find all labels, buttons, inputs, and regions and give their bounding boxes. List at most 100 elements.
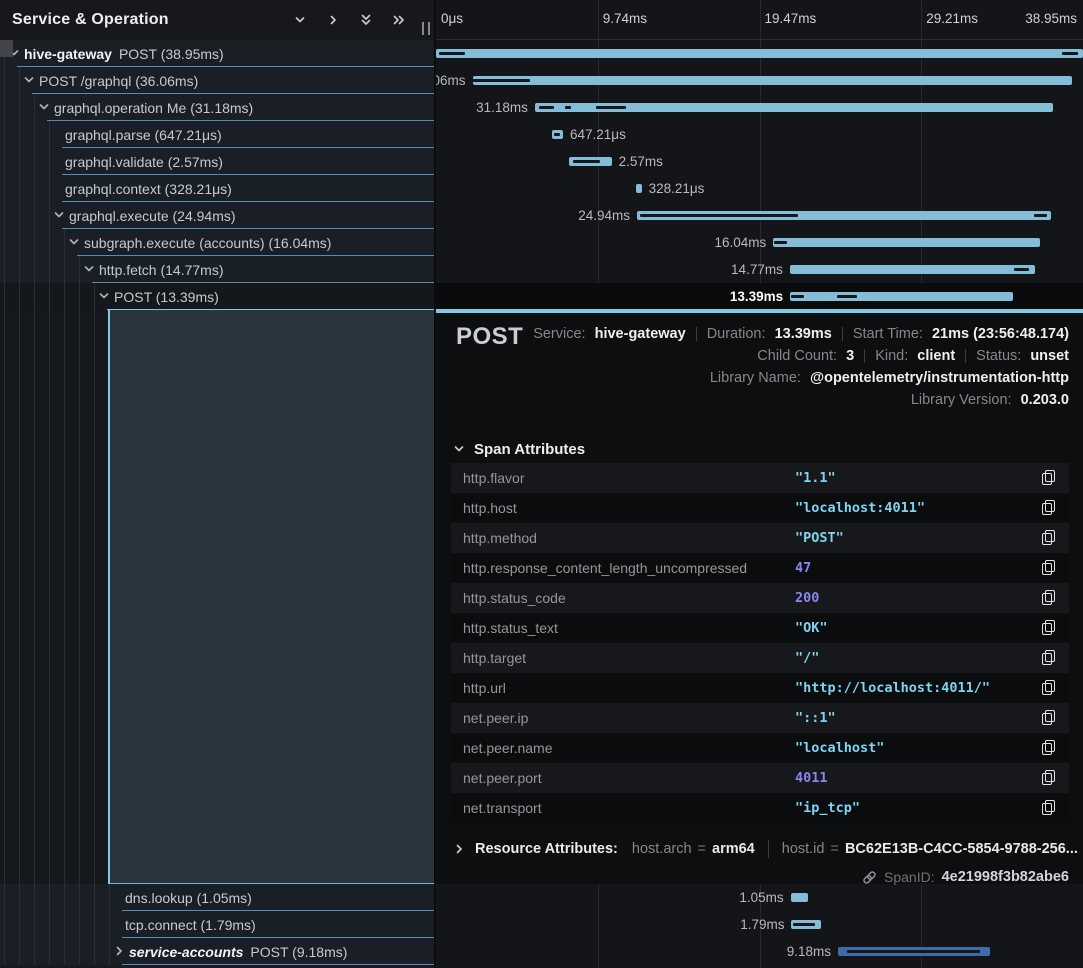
copy-icon[interactable] xyxy=(1041,680,1057,696)
timeline-bar-row[interactable]: 14.77ms xyxy=(436,256,1083,283)
attribute-row: net.peer.name "localhost" xyxy=(451,733,1069,763)
child-span-mark xyxy=(639,214,799,217)
meta-line: Library Name: @opentelemetry/instrumenta… xyxy=(710,367,1069,389)
duration-label: 36.06ms xyxy=(436,73,466,88)
resource-attributes-toggle[interactable]: Resource Attributes: host.arch = arm64 host… xyxy=(453,840,1078,858)
span-bar[interactable] xyxy=(790,292,1013,301)
span-bar[interactable] xyxy=(790,893,809,902)
timeline-bar-row[interactable]: 36.06ms xyxy=(436,67,1083,94)
collapse-one-icon[interactable] xyxy=(293,13,307,27)
child-span-mark xyxy=(595,106,626,109)
chevron-down-icon[interactable] xyxy=(53,209,66,222)
timeline-bar-row[interactable]: 13.39ms xyxy=(436,283,1083,310)
copy-icon[interactable] xyxy=(1041,500,1057,516)
chevron-right-icon[interactable] xyxy=(113,945,126,958)
span-id: SpanID: 4e21998f3b82abe6 xyxy=(862,869,1069,885)
tree-header: Service & Operation xyxy=(0,0,434,40)
chevron-down-icon[interactable] xyxy=(23,74,36,87)
duration-label: 647.21μs xyxy=(570,127,626,142)
attribute-row: http.status_text "OK" xyxy=(451,613,1069,643)
copy-icon[interactable] xyxy=(1041,800,1057,816)
copy-icon[interactable] xyxy=(1041,590,1057,606)
span-bar[interactable] xyxy=(789,265,1036,274)
attribute-value: 47 xyxy=(795,560,812,576)
tree-row[interactable]: tcp.connect (1.79ms) xyxy=(0,911,434,938)
timeline-bar-row[interactable]: 2.57ms xyxy=(436,148,1083,175)
span-bar[interactable] xyxy=(636,184,642,193)
span-bar[interactable] xyxy=(472,76,1072,85)
meta-label: Start Time: xyxy=(852,326,927,342)
copy-icon[interactable] xyxy=(1041,470,1057,486)
timeline-bar-row[interactable]: 9.18ms xyxy=(436,938,1083,965)
copy-icon[interactable] xyxy=(1041,740,1057,756)
tree-row[interactable]: dns.lookup (1.05ms) xyxy=(0,884,434,911)
copy-icon[interactable] xyxy=(1041,650,1057,666)
chevron-down-icon[interactable] xyxy=(98,290,111,303)
duration-label: 16.04ms xyxy=(714,235,767,250)
span-bar[interactable] xyxy=(636,211,1052,220)
child-span-mark xyxy=(553,133,561,136)
tree-row[interactable]: POST (13.39ms) xyxy=(0,283,434,310)
tree-row[interactable]: http.fetch (14.77ms) xyxy=(0,256,434,283)
resource-value: BC62E13B-C4CC-5854-9788-256... xyxy=(844,841,1078,857)
copy-icon[interactable] xyxy=(1041,560,1057,576)
scrollbar-thumb[interactable] xyxy=(0,40,13,57)
collapse-all-icon[interactable] xyxy=(359,13,373,27)
span-attributes-toggle[interactable]: Span Attributes xyxy=(453,441,585,458)
operation-label: dns.lookup (1.05ms) xyxy=(125,889,252,906)
chevron-down-icon[interactable] xyxy=(83,263,96,276)
timeline-bar-row[interactable]: 38.95ms xyxy=(436,40,1083,67)
expand-all-icon[interactable] xyxy=(392,13,406,27)
child-span-mark xyxy=(774,241,788,244)
meta-label: Child Count: xyxy=(757,348,842,364)
copy-icon[interactable] xyxy=(1041,710,1057,726)
child-span-mark xyxy=(793,923,816,926)
copy-icon[interactable] xyxy=(1041,770,1057,786)
tree-row[interactable]: graphql.parse (647.21μs) xyxy=(0,121,434,148)
selected-span-region xyxy=(108,310,434,884)
child-span-mark xyxy=(1014,268,1029,271)
copy-icon[interactable] xyxy=(1041,620,1057,636)
attribute-value: "1.1" xyxy=(795,470,836,486)
expanded-detail-region xyxy=(0,310,434,884)
tree-row[interactable]: graphql.execute (24.94ms) xyxy=(0,202,434,229)
attribute-value: "localhost" xyxy=(795,740,885,756)
span-bar[interactable] xyxy=(436,49,1083,58)
tree-row[interactable]: graphql.validate (2.57ms) xyxy=(0,148,434,175)
meta-value: @opentelemetry/instrumentation-http xyxy=(809,370,1069,386)
tree-row[interactable]: subgraph.execute (accounts) (16.04ms) xyxy=(0,229,434,256)
timeline-bar-row[interactable]: 1.05ms xyxy=(436,884,1083,911)
chevron-down-icon[interactable] xyxy=(38,101,51,114)
timeline-bar-row[interactable]: 647.21μs xyxy=(436,121,1083,148)
duration-label: 24.94ms xyxy=(578,208,630,223)
operation-label: graphql.execute (24.94ms) xyxy=(69,207,236,224)
attribute-row: http.target "/" xyxy=(451,643,1069,673)
meta-label: Library Name: xyxy=(709,370,805,386)
duration-label: 13.39ms xyxy=(729,289,784,304)
span-tree-panel: hive-gateway POST (38.95ms) POST /graphql … xyxy=(0,0,435,968)
child-span-mark xyxy=(565,106,572,109)
tree-row[interactable]: service-accounts POST (9.18ms) xyxy=(0,938,434,965)
tree-row[interactable]: hive-gateway POST (38.95ms) xyxy=(0,40,434,67)
ruler-tick: 9.74ms xyxy=(602,11,648,26)
timeline-bar-row[interactable]: 328.21μs xyxy=(436,175,1083,202)
attribute-row: http.method "POST" xyxy=(451,523,1069,553)
span-bar[interactable] xyxy=(534,103,1053,112)
meta-label: Kind: xyxy=(875,348,913,364)
span-bar[interactable] xyxy=(773,238,1040,247)
timeline-bar-row[interactable]: 16.04ms xyxy=(436,229,1083,256)
timeline-bar-row[interactable]: 24.94ms xyxy=(436,202,1083,229)
tree-row[interactable]: graphql.operation Me (31.18ms) xyxy=(0,94,434,121)
copy-icon[interactable] xyxy=(1041,530,1057,546)
timeline-bar-row[interactable]: 31.18ms xyxy=(436,94,1083,121)
timeline-grid xyxy=(436,884,1083,968)
chevron-down-icon[interactable] xyxy=(68,236,81,249)
tree-row[interactable]: graphql.context (328.21μs) xyxy=(0,175,434,202)
operation-label: POST (9.18ms) xyxy=(250,943,348,960)
expand-one-icon[interactable] xyxy=(326,13,340,27)
tree-row[interactable]: POST /graphql (36.06ms) xyxy=(0,67,434,94)
panel-resize-grip-icon[interactable] xyxy=(422,22,430,35)
timeline-bar-row[interactable]: 1.79ms xyxy=(436,911,1083,938)
span-meta: Service: hive-gateway Duration: 13.39ms St… xyxy=(533,323,1069,411)
